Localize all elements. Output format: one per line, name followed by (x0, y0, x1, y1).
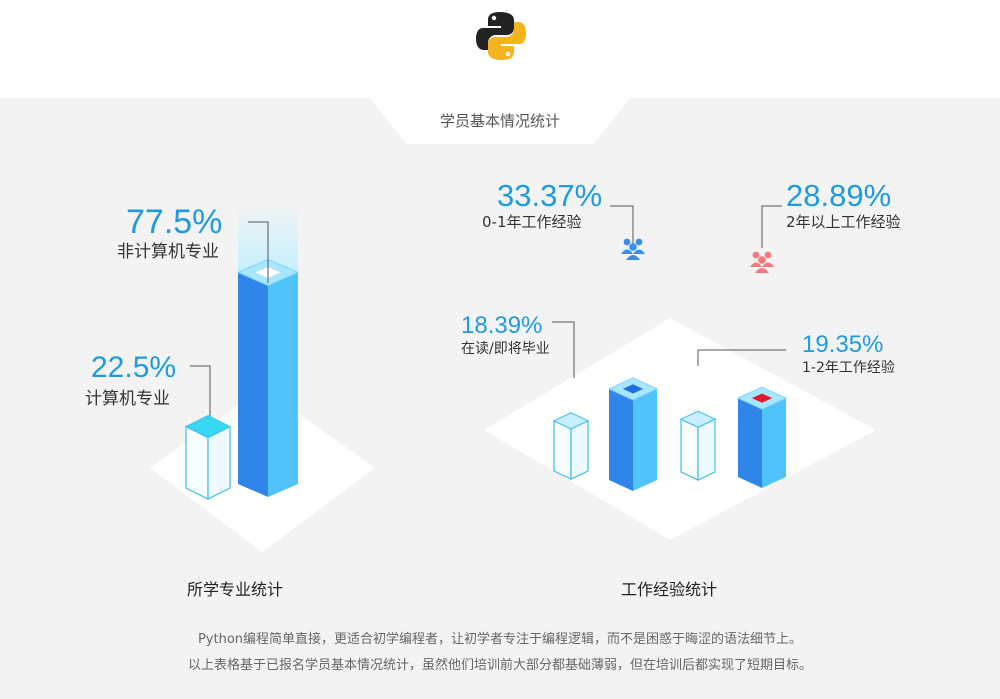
exp-2plus-value: 28.89% (786, 178, 892, 213)
bar-major-noncs-left-face (238, 272, 268, 497)
exp-0-1-label: 0-1年工作经验 (482, 213, 582, 231)
content-panel (0, 98, 1000, 699)
bar-major-cs (184, 415, 232, 500)
exp-student-value: 18.39% (461, 312, 543, 339)
user-group-icon-red (750, 251, 774, 273)
exp-1-2-value: 19.35% (802, 331, 884, 358)
experience-chart-title: 工作经验统计 (621, 580, 718, 599)
bar-major-cs-top-face (184, 415, 232, 439)
user-group-icon-blue (621, 238, 645, 260)
bar-exp-0-1-right-face (633, 388, 657, 491)
major-chart-title: 所学专业统计 (187, 580, 284, 599)
bar-exp-2plus (736, 386, 788, 488)
bar-exp-2plus-cap (751, 393, 773, 403)
bar-exp-0-1 (607, 377, 659, 491)
bar-exp-student-right-face (570, 419, 589, 480)
footer-line-2: 以上表格基于已报名学员基本情况统计，虽然他们培训前大部分都基础薄弱，但在培训后都… (187, 658, 812, 673)
bar-major-cs-left-face (185, 425, 209, 500)
experience-chart-floor (484, 318, 876, 540)
footer-line-1: Python编程简单直接，更适合初学编程者，让初学者专注于编程逻辑，而不是困惑于… (197, 632, 803, 647)
bar-exp-2plus-left-face (738, 398, 762, 488)
bar-exp-0-1-cap (622, 384, 644, 394)
bar-exp-1-2-top-face (679, 410, 717, 428)
major-cs-value: 22.5% (91, 351, 177, 384)
section-title: 学员基本情况统计 (439, 112, 560, 130)
bar-exp-1-2 (679, 410, 717, 481)
exp-student-label: 在读/即将毕业 (461, 341, 550, 357)
bar-exp-student (552, 412, 590, 480)
bar-exp-student-top-face (552, 412, 590, 430)
bar-exp-2plus-right-face (762, 398, 786, 488)
bar-exp-1-2-left-face (680, 418, 699, 481)
major-noncs-label: 非计算机专业 (117, 242, 219, 262)
exp-2plus-label: 2年以上工作经验 (786, 213, 901, 231)
bar-exp-0-1-left-face (609, 388, 633, 491)
major-noncs-value: 77.5% (126, 203, 223, 241)
exp-0-1-value: 33.37% (497, 178, 603, 213)
section-tab (370, 98, 630, 144)
bar-exp-1-2-right-face (697, 418, 716, 481)
python-logo-icon (476, 12, 526, 60)
major-cs-label: 计算机专业 (85, 389, 170, 409)
exp-1-2-label: 1-2年工作经验 (802, 360, 895, 376)
bar-major-noncs-right-face (268, 272, 298, 497)
bar-major-cs-right-face (207, 425, 231, 500)
bar-exp-student-left-face (553, 419, 572, 480)
leader-lines (190, 205, 786, 416)
